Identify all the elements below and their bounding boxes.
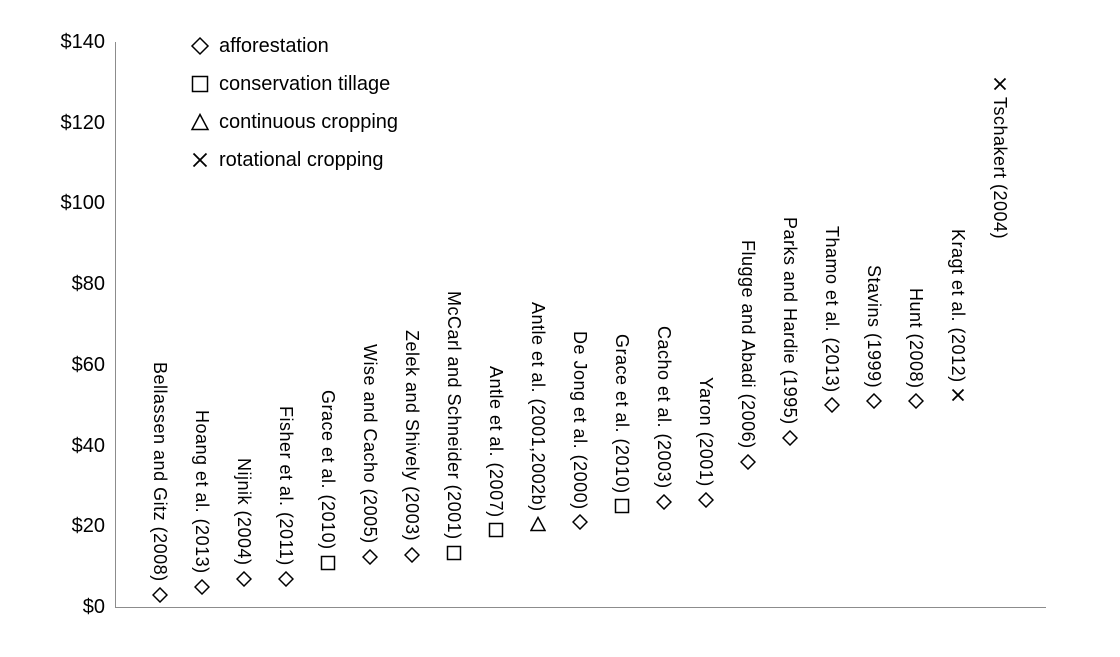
diamond-marker-icon [277, 570, 295, 587]
diamond-marker-icon [739, 453, 757, 470]
diamond-marker-icon [151, 586, 169, 603]
y-tick-label: $20 [71, 515, 105, 538]
x-icon [190, 150, 210, 170]
x-marker-icon [950, 387, 966, 403]
data-point-label: Hunt (2008) [906, 287, 926, 389]
data-point-label: Stavins (1999) [864, 265, 884, 389]
diamond-marker-icon [781, 429, 799, 446]
data-point-label: Bellassen and Gitz (2008) [150, 362, 170, 582]
diamond-marker-icon [865, 393, 883, 410]
diamond-marker-icon [655, 494, 673, 511]
data-point-label: Wise and Cacho (2005) [360, 343, 380, 544]
triangle-marker-icon [529, 516, 547, 532]
data-point-label: Zelek and Shively (2003) [402, 330, 422, 542]
diamond-marker-icon [823, 397, 841, 414]
data-point-label: Cacho et al. (2003) [654, 326, 674, 490]
diamond-marker-icon [235, 570, 253, 587]
data-point-label: De Jong et al. (2000) [570, 330, 590, 510]
square-marker-icon [614, 498, 630, 514]
data-point-label: Parks and Hardie (1995) [780, 216, 800, 425]
y-axis-line [115, 42, 116, 608]
square-icon [190, 74, 210, 94]
data-point-label: Grace et al. (2010) [612, 333, 632, 494]
diamond-marker-icon [361, 548, 379, 565]
diamond-marker-icon [907, 393, 925, 410]
legend-label: afforestation [219, 34, 329, 57]
y-tick-label: $140 [60, 31, 106, 53]
triangle-icon [190, 112, 210, 132]
data-point-label: Nijnik (2004) [234, 458, 254, 566]
data-point-label: Hoang et al. (2013) [192, 410, 212, 574]
diamond-icon [190, 36, 210, 56]
legend-item-continuous-cropping: continuous cropping [190, 103, 398, 141]
data-point-label: Fisher et al. (2011) [276, 406, 296, 566]
diamond-marker-icon [193, 578, 211, 595]
legend-label: conservation tillage [219, 72, 391, 95]
y-tick-label: $80 [71, 273, 105, 296]
legend-item-conservation-tillage: conservation tillage [190, 65, 398, 103]
legend-label: continuous cropping [219, 110, 399, 133]
y-tick-label: $0 [82, 596, 105, 618]
y-tick-label: $100 [60, 192, 106, 215]
diamond-marker-icon [571, 514, 589, 531]
data-point-label: Kragt et al. (2012) [948, 228, 968, 383]
y-tick-label: $40 [71, 434, 105, 457]
legend-item-afforestation: afforestation [190, 27, 398, 65]
data-point-label: Antle et al. (2001,2002b) [528, 301, 548, 512]
square-marker-icon [320, 555, 336, 571]
legend-label: rotational cropping [219, 148, 384, 171]
data-point-label: Yaron (2001) [696, 377, 716, 488]
data-point-label: McCarl and Schneider (2001) [444, 290, 464, 540]
y-tick-label: $60 [71, 353, 105, 376]
data-point-label: Flugge and Abadi (2006) [738, 240, 758, 449]
data-point-label: Tschakert (2004) [990, 97, 1010, 240]
data-point-label: Grace et al. (2010) [318, 390, 338, 550]
x-axis-line [115, 607, 1046, 608]
legend-item-rotational-cropping: rotational cropping [190, 141, 398, 179]
data-point-label: Antle et al. (2007) [486, 365, 506, 518]
y-tick-label: $120 [60, 111, 106, 134]
diamond-marker-icon [697, 491, 715, 509]
diamond-marker-icon [403, 546, 421, 563]
legend: afforestation conservation tillage conti… [190, 27, 398, 179]
square-marker-icon [488, 522, 504, 538]
square-marker-icon [446, 545, 462, 561]
x-marker-icon [992, 76, 1008, 92]
data-point-label: Thamo et al. (2013) [822, 225, 842, 393]
